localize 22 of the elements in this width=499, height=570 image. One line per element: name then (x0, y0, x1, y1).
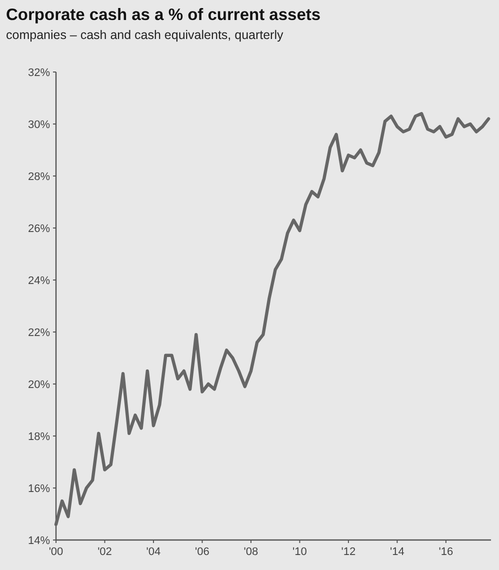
y-tick-label: 32% (28, 66, 50, 79)
y-tick-label: 24% (28, 274, 50, 287)
x-tick-label: '12 (341, 546, 356, 558)
x-tick-label: '16 (438, 546, 454, 558)
y-tick-label: 30% (28, 118, 50, 131)
y-tick-label: 28% (28, 170, 50, 183)
y-tick-label: 16% (28, 482, 50, 495)
x-tick-label: '04 (146, 546, 161, 558)
y-tick-label: 14% (28, 534, 50, 547)
x-tick-label: '14 (390, 546, 404, 558)
y-tick-label: 18% (28, 430, 50, 443)
chart-subtitle: companies – cash and cash equivalents, quarterly (6, 28, 284, 42)
y-tick-label: 20% (28, 378, 50, 391)
x-tick-label: '00 (48, 546, 64, 558)
y-tick-label: 26% (28, 222, 50, 235)
y-tick-label: 22% (28, 326, 50, 339)
x-tick-label: '02 (98, 546, 112, 558)
x-tick-label: '10 (292, 546, 307, 558)
chart-title: Corporate cash as a % of current assets (6, 6, 321, 24)
line-series (54, 112, 490, 526)
x-tick-label: '08 (244, 546, 258, 558)
x-tick-label: '06 (195, 546, 210, 558)
